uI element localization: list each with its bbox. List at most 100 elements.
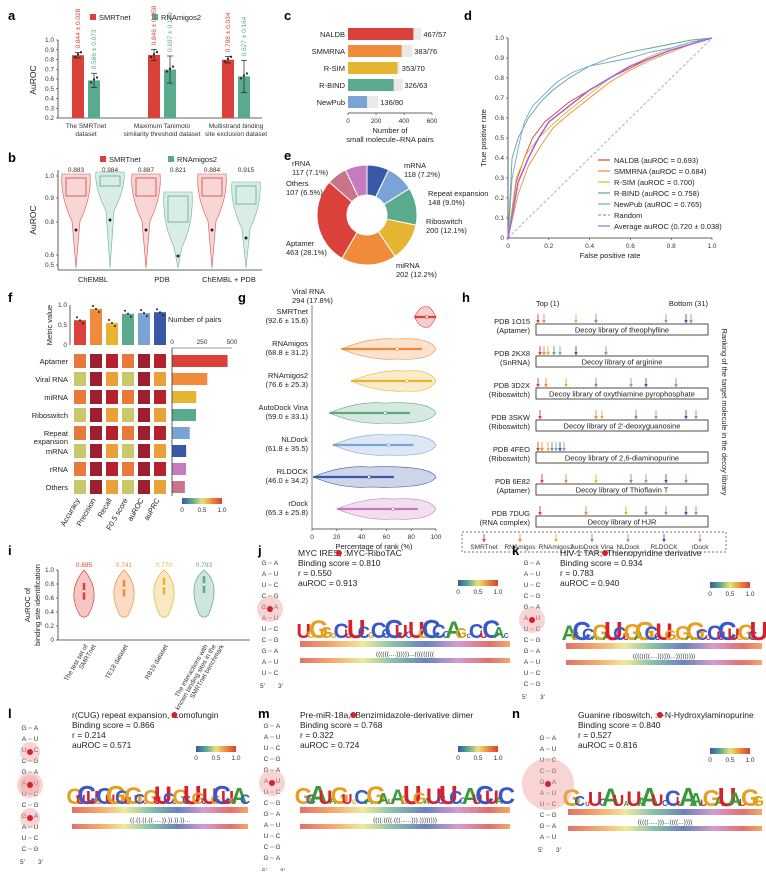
a-legend-swatch bbox=[152, 14, 158, 20]
b-box bbox=[201, 177, 223, 197]
f-pairs-tick-label: 0 bbox=[170, 339, 174, 346]
h-type-label: (Riboswitch) bbox=[489, 422, 531, 431]
f-row-label: Viral RNA bbox=[35, 375, 68, 384]
e-slice-label: Aptamer bbox=[286, 239, 315, 248]
case-colorbar-label: 0.5 bbox=[473, 589, 482, 596]
a-category-label: dataset bbox=[75, 131, 97, 138]
e-slice-label: mRNA bbox=[404, 161, 426, 170]
case-logo-letter: G bbox=[418, 625, 429, 641]
g-mean-point bbox=[405, 379, 409, 383]
b-violin bbox=[197, 173, 227, 269]
e-slice-label: Riboswitch bbox=[426, 217, 462, 226]
f-pairs-bar bbox=[172, 481, 185, 493]
b-legend-label: SMRTnet bbox=[109, 155, 141, 164]
f-metric-bar bbox=[90, 309, 102, 345]
f-heatmap-cell bbox=[138, 354, 150, 368]
f-heatmap-cell bbox=[122, 408, 134, 422]
h-decoy-label: Decoy library of 2,6-diaminopurine bbox=[565, 454, 679, 463]
case-colorbar bbox=[458, 580, 498, 586]
case-rna-base: G bbox=[275, 844, 280, 851]
case-logo-letter: G bbox=[331, 633, 337, 640]
f-heatmap-cell bbox=[106, 354, 118, 368]
case-logo-letter: C bbox=[334, 620, 349, 643]
d-ytick-label: 0.2 bbox=[495, 195, 504, 202]
case-logo-letter: U bbox=[585, 802, 589, 808]
b-violin bbox=[163, 191, 193, 269]
case-logo-letter: A bbox=[714, 793, 724, 809]
case-colorbar-label: 0.5 bbox=[725, 757, 734, 764]
case-colorbar-label: 1.0 bbox=[493, 589, 502, 596]
case-rna-base: G bbox=[539, 823, 544, 830]
a-point bbox=[89, 81, 93, 84]
h-rank-arrowhead bbox=[574, 352, 578, 356]
case-logo-letter: G bbox=[674, 636, 679, 642]
case-auroc: auROC = 0.724 bbox=[300, 740, 360, 750]
b-category-label: ChEMBL bbox=[78, 275, 108, 284]
g-mean-label: (68.8 ± 31.2) bbox=[266, 348, 309, 357]
case-rna-base: G bbox=[263, 855, 268, 862]
case-logo-letter: C bbox=[748, 628, 758, 643]
case-rna-base: A bbox=[540, 790, 545, 797]
case-rna-base: G bbox=[33, 846, 38, 853]
case-r: r = 0.214 bbox=[72, 730, 106, 740]
h-decoy-box bbox=[535, 451, 709, 464]
panel-label-a: a bbox=[8, 8, 16, 23]
case-rna-base: A bbox=[536, 560, 541, 567]
h-legend-label: RLDOCK bbox=[650, 544, 678, 551]
case-logo-letter: G bbox=[124, 783, 143, 810]
case-attention-bar bbox=[300, 824, 510, 829]
h-rank-arrowhead bbox=[629, 384, 633, 388]
case-5prime: 5′ bbox=[538, 847, 544, 854]
f-heatmap-cell bbox=[154, 444, 166, 458]
case-3prime: 3′ bbox=[540, 694, 546, 701]
case-binding-site-marker bbox=[27, 782, 33, 788]
case-colorbar-label: 0 bbox=[708, 757, 712, 764]
a-point bbox=[171, 65, 175, 68]
f-metric-point bbox=[111, 322, 113, 324]
i-category-label: RB19 dataset bbox=[144, 643, 170, 681]
b-violin bbox=[231, 181, 261, 269]
case-logo-letter: U bbox=[342, 791, 353, 808]
h-legend-label: RNAmigos bbox=[504, 544, 536, 551]
case-rna-base: A bbox=[264, 778, 269, 785]
case-logo-letter: A bbox=[602, 784, 620, 812]
case-logo-letter: C bbox=[599, 797, 607, 809]
case-logo-letter: G bbox=[66, 784, 83, 809]
c-xtick-label: 200 bbox=[371, 118, 382, 125]
e-slice-label: 463 (28.1%) bbox=[286, 248, 327, 257]
h-bottom-label: Bottom (31) bbox=[669, 299, 709, 308]
case-rna-base: C bbox=[524, 637, 529, 644]
case-logo-letter: U bbox=[153, 795, 161, 807]
h-legend-box bbox=[461, 531, 727, 553]
case-logo-letter: U bbox=[439, 780, 458, 810]
a-bar bbox=[164, 69, 176, 118]
case-auroc: auROC = 0.816 bbox=[578, 740, 638, 750]
case-rna-base: U bbox=[22, 835, 27, 842]
b-violin bbox=[131, 173, 161, 269]
e-slice-label: 117 (7.1%) bbox=[292, 168, 329, 177]
a-point bbox=[155, 50, 159, 54]
b-ytick-label: 0.5 bbox=[45, 262, 54, 269]
c-xlabel: small molecule–RNA pairs bbox=[346, 135, 434, 144]
d-roc-line bbox=[507, 37, 713, 239]
h-rank-arrowhead bbox=[554, 448, 558, 452]
case-logo-letter: U bbox=[588, 789, 602, 811]
f-heatmap-cell bbox=[138, 390, 150, 404]
case-logo-letter: A bbox=[592, 633, 598, 642]
case-rna-base: A bbox=[524, 615, 529, 622]
case-logo-letter: A bbox=[496, 796, 503, 807]
case-rna-base: U bbox=[34, 824, 39, 831]
i-ytick-label: 0.6 bbox=[45, 595, 54, 602]
d-xtick-label: 0.6 bbox=[626, 243, 635, 250]
h-decoy-box bbox=[535, 323, 709, 336]
h-rank-arrowhead bbox=[644, 480, 648, 484]
a-point bbox=[165, 70, 169, 73]
case-logo-letter: C bbox=[572, 616, 591, 646]
case-attention-bar bbox=[566, 643, 762, 649]
i-ytick-label: 1.0 bbox=[45, 567, 54, 574]
case-rna-base: G bbox=[539, 779, 544, 786]
case-rna-base: A bbox=[34, 725, 39, 732]
case-logo-letter: A bbox=[728, 790, 742, 811]
case-rna-base: U bbox=[34, 736, 39, 743]
i-mean-point bbox=[202, 583, 206, 586]
